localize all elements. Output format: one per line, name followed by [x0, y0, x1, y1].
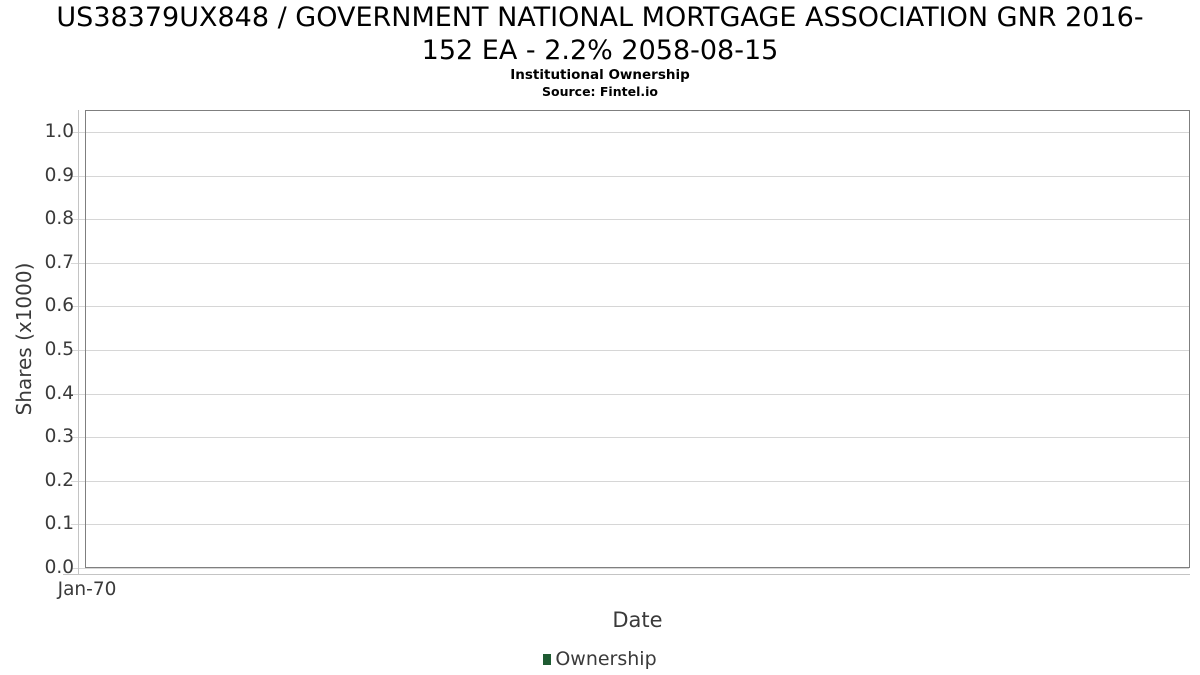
gridline — [71, 262, 1189, 264]
x-tick-label: Jan-70 — [57, 579, 117, 600]
legend: Ownership — [0, 646, 1200, 672]
gridline — [71, 480, 1189, 482]
y-tick-label: 0.7 — [44, 251, 74, 273]
y-tick-label: 0.5 — [44, 339, 74, 360]
plot-area — [85, 110, 1190, 568]
gridline — [71, 568, 1189, 569]
gridline — [71, 350, 1189, 351]
x-axis-line — [63, 574, 1190, 575]
gridline — [71, 132, 1189, 133]
legend-label-ownership: Ownership — [555, 648, 657, 670]
gridline — [71, 393, 1189, 395]
x-axis-label: Date — [612, 608, 663, 632]
y-tick-label: 0.0 — [44, 557, 74, 578]
y-tick-label: 0.8 — [44, 208, 74, 230]
y-tick-label: 0.3 — [44, 426, 74, 448]
y-axis-line — [78, 110, 79, 574]
y-tick-label: 0.6 — [44, 295, 74, 317]
gridline — [71, 524, 1189, 526]
y-tick-label: 0.2 — [44, 469, 74, 491]
y-tick-label: 1.0 — [44, 121, 74, 142]
gridline — [71, 306, 1189, 308]
chart-title-line2: 152 EA - 2.2% 2058-08-15 — [421, 35, 779, 66]
chart-source-credit: Source: Fintel.io — [542, 84, 658, 99]
chart-subtitle: Institutional Ownership — [510, 67, 690, 83]
gridline — [71, 437, 1189, 439]
chart-title-line1: US38379UX848 / GOVERNMENT NATIONAL MORTG… — [56, 2, 1144, 33]
gridline — [71, 175, 1189, 177]
legend-swatch-ownership-icon — [543, 653, 552, 665]
y-tick-label: 0.1 — [44, 513, 74, 535]
gridline — [71, 219, 1189, 221]
y-tick-label: 0.9 — [44, 164, 74, 186]
chart-title: US38379UX848 / GOVERNMENT NATIONAL MORTG… — [0, 1, 1200, 67]
y-tick-label: 0.4 — [44, 382, 74, 404]
